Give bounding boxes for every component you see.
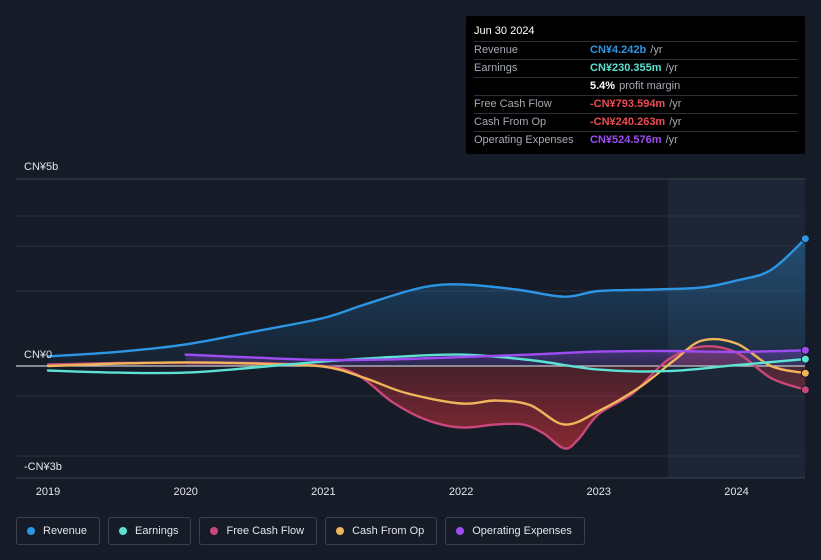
chart-canvas: CN¥5b CN¥0 -CN¥3b 2019 2020 2021 2022 2023 2024	[16, 161, 810, 498]
series-lines	[46, 237, 807, 450]
tooltip-row-value: CN¥4.242b	[590, 44, 647, 56]
tooltip-row-value: -CN¥240.263m	[590, 116, 666, 128]
legend-dot-icon	[27, 527, 35, 535]
tooltip-row: Free Cash Flow -CN¥793.594m/yr	[474, 95, 798, 113]
series-fill-operating-expenses	[185, 350, 806, 366]
tooltip-row: Cash From Op -CN¥240.263m/yr	[474, 113, 798, 131]
series-end-dot-cash-from-op	[800, 368, 810, 378]
tooltip-rows: Revenue CN¥4.242b/yr Earnings CN¥230.355m/y…	[474, 41, 798, 149]
tooltip-row-unit: profit margin	[619, 80, 681, 92]
legend-item-revenue[interactable]: Revenue	[16, 517, 101, 545]
x-tick-label: 2023	[587, 486, 611, 498]
series-end-dot-free-cash-flow	[800, 385, 810, 395]
tooltip-row-value: CN¥230.355m	[590, 62, 662, 74]
tooltip-row-unit: /yr	[665, 62, 678, 74]
legend-label: Operating Expenses	[472, 525, 572, 537]
data-tooltip: Jun 30 2024 Revenue CN¥4.242b/yr Earnings C…	[466, 16, 805, 154]
series-line-cash-from-op	[46, 337, 807, 426]
legend-label: Revenue	[43, 525, 88, 537]
legend-dot-icon	[456, 527, 465, 535]
legend-label: Cash From Op	[352, 525, 425, 537]
tooltip-row: Operating Expenses CN¥524.576m/yr	[474, 131, 798, 149]
tooltip-row-label: Operating Expenses	[474, 134, 574, 146]
tooltip-row-unit: /yr	[669, 98, 682, 110]
legend-dot-icon	[336, 527, 345, 535]
series-end-dots	[800, 234, 810, 395]
chart-legend: Revenue Earnings Free Cash Flow Cash From O…	[16, 517, 593, 545]
y-tick-label: CN¥5b	[24, 161, 58, 173]
tooltip-row-unit: /yr	[669, 116, 682, 128]
y-axis-labels: CN¥5b CN¥0 -CN¥3b	[24, 161, 62, 473]
tooltip-row: 5.4% profit margin	[474, 77, 798, 95]
legend-label: Free Cash Flow	[226, 525, 305, 537]
tooltip-row-label: Free Cash Flow	[474, 98, 552, 110]
x-tick-label: 2019	[36, 486, 60, 498]
tooltip-row-unit: /yr	[665, 134, 678, 146]
tooltip-row-label: Revenue	[474, 44, 519, 56]
x-tick-label: 2022	[449, 486, 473, 498]
tooltip-row-unit: /yr	[650, 44, 663, 56]
series-fill-revenue	[48, 238, 806, 366]
x-tick-label: 2021	[311, 486, 335, 498]
legend-item-operating-expenses[interactable]: Operating Expenses	[445, 517, 585, 545]
tooltip-row: Revenue CN¥4.242b/yr	[474, 41, 798, 59]
tooltip-row-label: Cash From Op	[474, 116, 547, 128]
legend-dot-icon	[210, 527, 219, 535]
legend-item-free-cash-flow[interactable]: Free Cash Flow	[199, 517, 318, 545]
series-end-dot-operating-expenses	[800, 345, 810, 355]
legend-dot-icon	[119, 527, 128, 535]
legend-item-cash-from-op[interactable]: Cash From Op	[325, 517, 438, 545]
tooltip-row-label	[474, 78, 590, 95]
x-tick-label: 2020	[173, 486, 197, 498]
x-tick-label: 2024	[724, 486, 748, 498]
legend-label: Earnings	[135, 525, 179, 537]
series-end-dot-revenue	[800, 234, 810, 244]
series-end-dot-earnings	[800, 354, 810, 364]
y-tick-label: CN¥0	[24, 349, 52, 361]
tooltip-row-value: -CN¥793.594m	[590, 98, 666, 110]
tooltip-row-value: CN¥524.576m	[590, 134, 662, 146]
tooltip-row: Earnings CN¥230.355m/yr	[474, 59, 798, 77]
series-line-earnings	[46, 353, 807, 375]
legend-item-earnings[interactable]: Earnings	[108, 517, 192, 545]
x-axis-labels: 2019 2020 2021 2022 2023 2024	[36, 486, 749, 498]
tooltip-row-value: 5.4%	[590, 80, 616, 92]
series-line-operating-expenses	[184, 349, 807, 362]
series-line-revenue	[46, 237, 807, 358]
tooltip-date: Jun 30 2024	[474, 25, 535, 37]
y-tick-label: -CN¥3b	[24, 461, 62, 473]
tooltip-row-label: Earnings	[474, 62, 518, 74]
